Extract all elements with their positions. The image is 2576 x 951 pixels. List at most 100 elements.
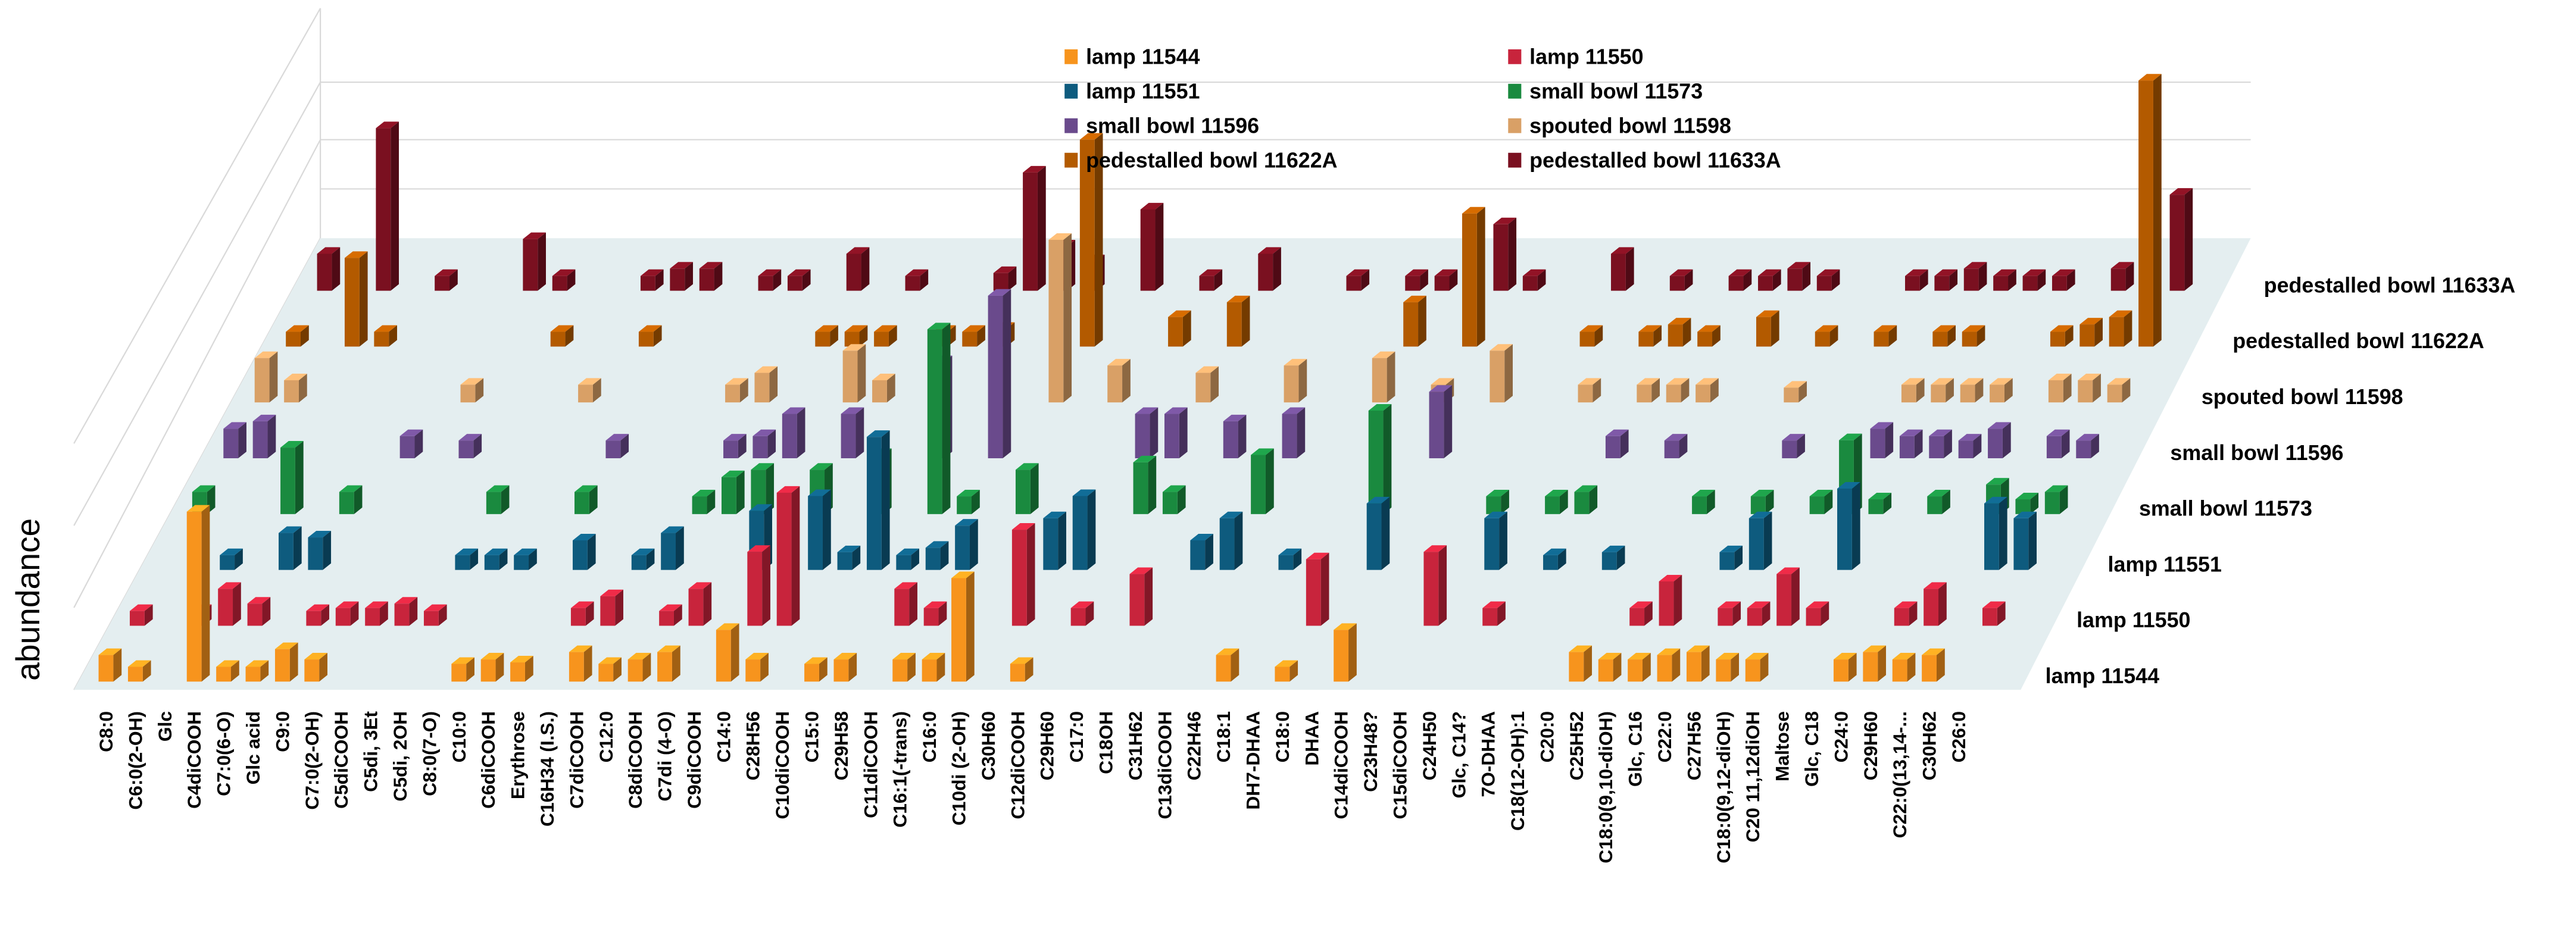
bar xyxy=(254,358,270,403)
bar-top xyxy=(1993,269,2016,276)
legend-swatch xyxy=(1508,152,1522,168)
bar-side xyxy=(1214,269,1223,291)
bar-side xyxy=(1298,359,1307,403)
bar-side xyxy=(1594,325,1603,347)
x-tick-label: C18:0 xyxy=(1272,711,1293,762)
bar xyxy=(1692,496,1707,514)
bar-side xyxy=(414,429,423,459)
bar-side xyxy=(802,269,811,291)
bar-side xyxy=(819,657,828,682)
bar-side xyxy=(1762,601,1771,626)
bar-side xyxy=(1907,653,1916,682)
bar xyxy=(2052,276,2067,291)
bar-top xyxy=(569,645,592,652)
bar-side xyxy=(738,434,747,459)
bar xyxy=(754,373,770,403)
bar-side xyxy=(1584,645,1593,682)
bar-top xyxy=(1429,385,1453,392)
bar-side xyxy=(1620,429,1629,459)
bar xyxy=(1904,276,1920,291)
bar-side xyxy=(1682,318,1691,347)
bar-side xyxy=(1999,496,2007,570)
bar-side xyxy=(1497,601,1506,626)
bar-side xyxy=(859,325,868,347)
row-label: lamp 11544 xyxy=(2046,664,2159,688)
bar-side xyxy=(739,378,748,403)
x-tick-label: C24:0 xyxy=(1830,711,1851,762)
bar-top xyxy=(1837,482,1860,489)
bar-top xyxy=(833,653,857,660)
bar-top xyxy=(1745,653,1769,660)
bar-top xyxy=(1223,414,1247,421)
bar xyxy=(186,511,202,682)
bar xyxy=(130,611,145,626)
bar xyxy=(1079,139,1095,347)
bar-side xyxy=(673,604,682,626)
bar-side xyxy=(1651,378,1660,403)
bar-side xyxy=(1625,247,1634,291)
bar-top xyxy=(598,657,622,664)
bar xyxy=(723,440,738,459)
bar-top xyxy=(1010,657,1033,664)
bar-side xyxy=(1293,548,1302,570)
bar xyxy=(1728,276,1744,291)
bar xyxy=(922,659,937,682)
bar-side xyxy=(499,548,508,570)
bar xyxy=(1611,254,1626,291)
bar xyxy=(1140,209,1156,291)
bar-top xyxy=(1434,269,1458,276)
bar-side xyxy=(389,325,397,347)
bar xyxy=(1924,589,1939,626)
bar xyxy=(1462,213,1477,347)
x-tick-label: C8:0 xyxy=(95,711,117,752)
x-tick-label: C5di, 3Et xyxy=(360,711,382,792)
bar-side xyxy=(1085,601,1094,626)
bar-side xyxy=(1763,511,1772,570)
bar-top xyxy=(274,642,298,649)
bar xyxy=(572,540,588,570)
bar-side xyxy=(1234,511,1243,570)
legend-swatch xyxy=(1508,83,1522,99)
bar-top xyxy=(1756,310,1779,317)
bar xyxy=(1306,559,1321,626)
bar-side xyxy=(2059,485,2068,514)
bar-side xyxy=(1936,648,1945,682)
bar-top xyxy=(484,548,508,555)
bar xyxy=(670,268,685,291)
bar xyxy=(1545,496,1560,514)
bar-side xyxy=(293,526,302,570)
bar-side xyxy=(1348,623,1357,682)
bar xyxy=(1988,428,2003,459)
bar-top xyxy=(1638,325,1662,332)
bar xyxy=(745,659,761,682)
bar xyxy=(523,239,538,291)
bar-top xyxy=(455,548,479,555)
x-tick-label: C23H48? xyxy=(1360,711,1381,792)
bar xyxy=(1922,655,1937,682)
bar-top xyxy=(247,597,271,604)
bar-top xyxy=(514,548,537,555)
bar xyxy=(514,555,529,570)
x-tick-label: C18:0(9,10-diOH) xyxy=(1595,711,1616,864)
bar-side xyxy=(391,121,399,291)
bar-side xyxy=(1381,496,1390,570)
bar-top xyxy=(1806,601,1829,608)
bar xyxy=(1010,664,1025,682)
x-tick-label: C29H58 xyxy=(830,711,852,780)
bar-side xyxy=(238,422,246,459)
bar-top xyxy=(1486,490,1509,497)
x-tick-label: C15:0 xyxy=(801,711,823,762)
bar-side xyxy=(707,490,716,514)
legend-swatch xyxy=(1064,152,1078,168)
bar xyxy=(1522,276,1538,291)
bar xyxy=(1403,302,1419,347)
bar xyxy=(1598,659,1613,682)
bar-side xyxy=(1537,269,1546,291)
bar-side xyxy=(289,642,298,682)
bar-top xyxy=(1929,429,1952,436)
bar-top xyxy=(1346,269,1370,276)
bar xyxy=(1696,384,1710,403)
bar-side xyxy=(730,623,739,682)
bar xyxy=(1719,552,1735,570)
bar xyxy=(1278,555,1294,570)
